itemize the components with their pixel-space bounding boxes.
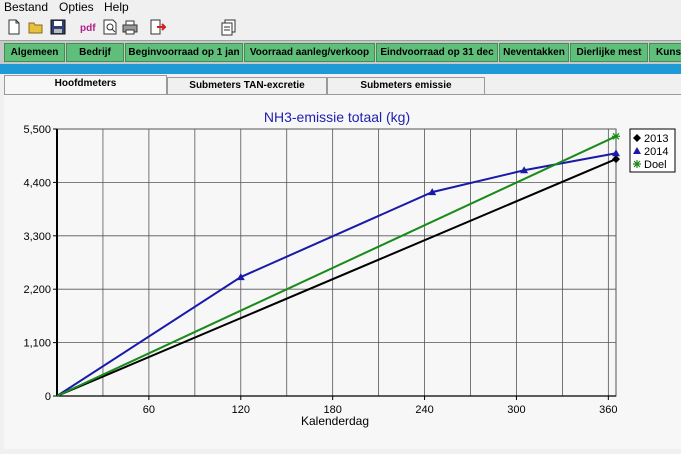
x-tick-label: 180	[323, 404, 341, 416]
accent-strip	[0, 64, 681, 74]
legend-label-doel: Doel	[644, 159, 667, 171]
y-tick-label: 5,500	[23, 124, 51, 136]
legend-label-2014: 2014	[644, 146, 668, 158]
y-tick-label: 2,200	[23, 284, 51, 296]
legend-marker-2014	[633, 147, 641, 154]
legend-marker-doel	[633, 160, 641, 168]
menu-bar: Bestand Opties Help	[0, 0, 681, 14]
x-tick-label: 120	[232, 404, 250, 416]
menu-opties[interactable]: Opties	[59, 0, 94, 14]
chart-series	[56, 132, 620, 397]
tab-kunstmest[interactable]: Kuns	[649, 43, 681, 62]
x-tick-label: 360	[599, 404, 617, 416]
legend-label-2013: 2013	[644, 133, 668, 145]
print-preview-icon[interactable]	[101, 18, 119, 36]
x-tick-label: 240	[415, 404, 433, 416]
nh3-emission-chart: NH3-emissie totaal (kg) 0 1,100 2,200 3,300…	[23, 109, 676, 428]
toolbar: pdf	[0, 14, 681, 40]
chart-grid	[57, 129, 616, 396]
pdf-icon[interactable]: pdf	[79, 18, 99, 36]
tab-voorraad-aanleg-verkoop[interactable]: Voorraad aanleg/verkoop	[244, 43, 375, 62]
data-point-2014	[520, 166, 529, 174]
tab-hoofdmeters[interactable]: Hoofdmeters	[4, 75, 167, 94]
data-point-2014	[428, 188, 437, 196]
sub-tab-bar: Hoofdmeters Submeters TAN-excretie Subme…	[0, 74, 681, 94]
y-tick-label: 3,300	[23, 231, 51, 243]
data-point-2013	[612, 155, 620, 164]
tab-algemeen[interactable]: Algemeen	[4, 43, 65, 62]
new-file-icon[interactable]	[5, 18, 23, 36]
chart-axes	[56, 128, 617, 397]
tab-eindvoorraad[interactable]: Eindvoorraad op 31 dec	[376, 43, 498, 62]
series-line-2013	[56, 158, 617, 397]
menu-bestand[interactable]: Bestand	[4, 0, 49, 14]
main-tab-bar: Algemeen Bedrijf Beginvoorraad op 1 jan …	[0, 40, 681, 65]
exit-icon[interactable]	[149, 18, 167, 36]
open-folder-icon[interactable]	[27, 18, 45, 36]
x-tick-label: 300	[507, 404, 525, 416]
y-tick-label: 1,100	[23, 338, 51, 350]
tab-dierlijke-mest[interactable]: Dierlijke mest	[570, 43, 648, 62]
data-point-doel	[612, 132, 620, 141]
tab-submeters-emissie[interactable]: Submeters emissie	[327, 77, 485, 94]
legend-marker-2013	[633, 134, 641, 142]
tab-bedrijf[interactable]: Bedrijf	[66, 43, 124, 62]
tab-submeters-tan-excretie[interactable]: Submeters TAN-excretie	[167, 77, 327, 94]
chart-title: NH3-emissie totaal (kg)	[264, 109, 410, 125]
data-point-2014	[236, 273, 245, 281]
pdf-label: pdf	[80, 23, 96, 34]
menu-help[interactable]: Help	[104, 0, 129, 14]
tab-beginvoorraad[interactable]: Beginvoorraad op 1 jan	[125, 43, 243, 62]
save-icon[interactable]	[49, 18, 67, 36]
data-point-2014	[612, 149, 620, 157]
tab-neventakken[interactable]: Neventakken	[499, 43, 569, 62]
print-icon[interactable]	[121, 18, 139, 36]
documents-icon[interactable]	[220, 18, 238, 36]
series-line-doel	[56, 135, 617, 397]
y-axis-ticks: 0 1,100 2,200 3,300 4,400 5,500	[23, 124, 57, 403]
y-tick-label: 4,400	[23, 177, 51, 189]
y-tick-label: 0	[45, 391, 51, 403]
x-axis-ticks: 60 120 180 240 300 360	[143, 396, 618, 416]
x-tick-label: 60	[143, 404, 155, 416]
x-axis-label: Kalenderdag	[301, 414, 369, 428]
chart-panel: NH3-emissie totaal (kg) 0 1,100 2,200 3,300…	[4, 94, 681, 449]
